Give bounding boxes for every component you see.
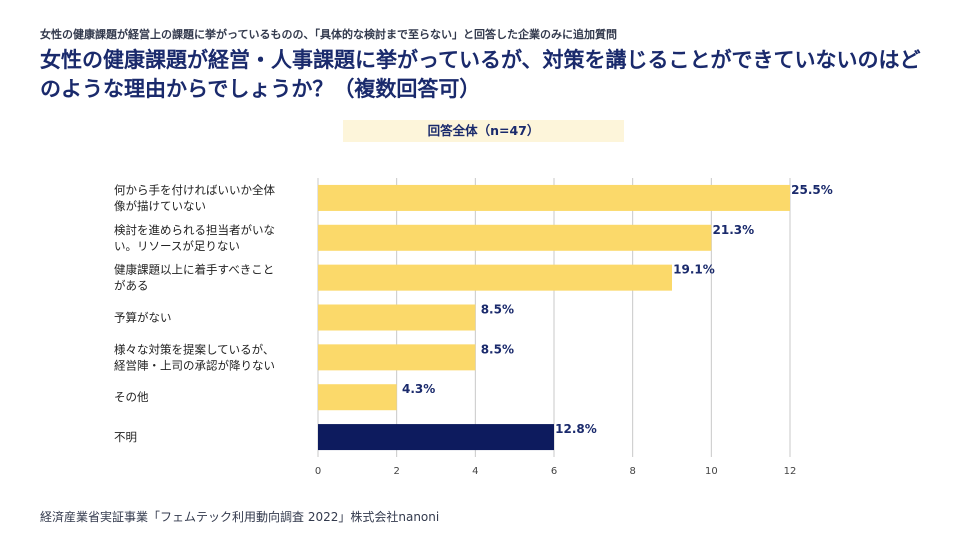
x-tick-label-6: 6 <box>551 466 557 477</box>
bar-6 <box>318 384 397 411</box>
category-label-2-2: い。リソースが足りない <box>114 239 240 253</box>
x-tick-label-4: 4 <box>472 466 478 477</box>
category-label-1-2: 像が描けていない <box>114 199 206 213</box>
source-note: 経済産業省実証事業「フェムテック利用動向調査 2022」株式会社nanoni <box>40 510 440 524</box>
category-label-3-2: がある <box>114 279 149 293</box>
category-label-4-1: 予算がない <box>114 311 172 325</box>
category-label-7-1: 不明 <box>114 430 137 444</box>
bar-4 <box>318 304 476 331</box>
x-tick-label-0: 0 <box>315 466 321 477</box>
sample-size-badge: 回答全体（n=47） <box>343 120 624 142</box>
x-tick-label-10: 10 <box>705 466 718 477</box>
value-label-6: 4.3% <box>402 382 435 396</box>
value-label-5: 8.5% <box>481 342 514 356</box>
category-label-6-1: その他 <box>114 390 149 404</box>
bar-1 <box>318 184 790 211</box>
value-label-4: 8.5% <box>481 303 514 317</box>
x-tick-label-2: 2 <box>393 466 399 477</box>
category-label-2-1: 検討を進められる担当者がいな <box>114 223 275 237</box>
category-label-3-1: 健康課題以上に着手すべきこと <box>114 263 274 277</box>
value-label-2: 21.3% <box>713 223 755 237</box>
x-tick-label-8: 8 <box>629 466 635 477</box>
chart-subtitle: 女性の健康課題が経営上の課題に挙がっているものの、「具体的な検討まで至らない」と… <box>40 28 617 41</box>
chart-title: 女性の健康課題が経営・人事課題に挙がっているが、対策を講じることができていないの… <box>40 48 921 101</box>
category-label-5-1: 様々な対策を提案しているが、 <box>114 342 274 356</box>
bar-7 <box>318 424 554 451</box>
bar-2 <box>318 224 712 251</box>
bar-3 <box>318 264 672 291</box>
x-tick-label-12: 12 <box>784 466 797 477</box>
value-label-1: 25.5% <box>791 183 833 197</box>
category-label-1-1: 何から手を付ければいいか全体 <box>114 183 275 197</box>
bar-5 <box>318 344 476 371</box>
value-label-3: 19.1% <box>673 263 715 277</box>
value-label-7: 12.8% <box>555 422 597 436</box>
category-label-5-2: 経営陣・上司の承認が降りない <box>114 358 275 372</box>
